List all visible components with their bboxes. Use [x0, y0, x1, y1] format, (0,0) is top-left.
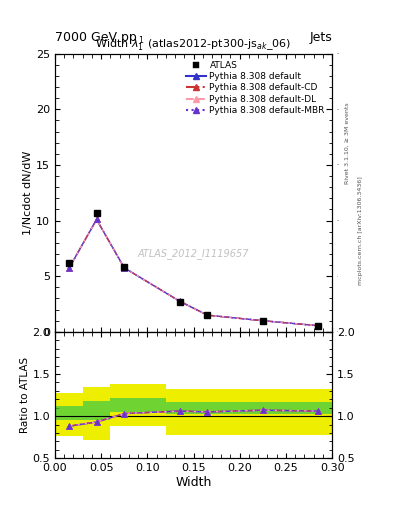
Y-axis label: Ratio to ATLAS: Ratio to ATLAS: [20, 357, 29, 433]
Text: Jets: Jets: [309, 31, 332, 44]
Text: mcplots.cern.ch [arXiv:1306.3436]: mcplots.cern.ch [arXiv:1306.3436]: [358, 176, 363, 285]
Text: ATLAS_2012_I1119657: ATLAS_2012_I1119657: [138, 248, 249, 260]
Text: 7000 GeV pp: 7000 GeV pp: [55, 31, 137, 44]
X-axis label: Width: Width: [175, 476, 212, 489]
Legend: ATLAS, Pythia 8.308 default, Pythia 8.308 default-CD, Pythia 8.308 default-DL, P: ATLAS, Pythia 8.308 default, Pythia 8.30…: [183, 58, 328, 118]
Y-axis label: 1/Ncdot dN/dW: 1/Ncdot dN/dW: [23, 151, 33, 235]
Title: Width $\lambda_{1}^{1}$ (atlas2012-pt300-js$_{ak}$_06): Width $\lambda_{1}^{1}$ (atlas2012-pt300…: [95, 34, 292, 54]
Text: Rivet 3.1.10, ≥ 3M events: Rivet 3.1.10, ≥ 3M events: [345, 102, 350, 184]
